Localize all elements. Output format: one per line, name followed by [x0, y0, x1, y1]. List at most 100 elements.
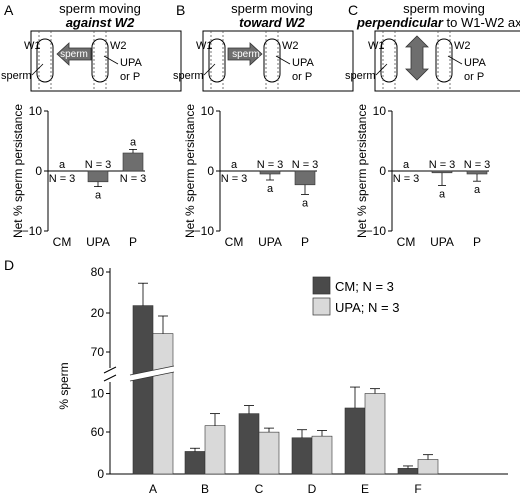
sperm-label: sperm — [345, 70, 376, 82]
significance-letter: a — [474, 184, 481, 196]
y-axis-label: Net % sperm persistance — [355, 104, 369, 238]
x-tick-label: C — [255, 482, 264, 496]
significance-letter: a — [403, 159, 410, 171]
bar-e-cm — [344, 407, 366, 475]
bar-c-upa — [258, 431, 280, 475]
panel-letter: B — [176, 2, 185, 18]
or-p-label: or P — [464, 71, 484, 83]
y-tick-label: 10 — [201, 104, 215, 118]
significance-letter: a — [302, 197, 309, 209]
y-tick-label: 10 — [29, 104, 43, 118]
x-tick-label: CM — [397, 235, 416, 249]
upa-label: UPA — [292, 57, 314, 69]
n-label: N = 3 — [292, 159, 319, 171]
panel-title-line1: sperm moving — [403, 1, 485, 16]
sperm-direction-arrow — [405, 35, 429, 81]
y-axis-label: Net % sperm persistance — [11, 104, 25, 238]
chamber-diagram: W1 W2 sperm UPA or P sperm — [173, 30, 354, 92]
panel-letter: A — [4, 2, 14, 18]
x-tick-label: D — [308, 482, 317, 496]
n-label: N = 3 — [120, 173, 147, 185]
bar-d-upa — [311, 435, 333, 475]
well-w2 — [263, 38, 281, 83]
bar-b-cm — [184, 451, 206, 475]
panel-d: D 0 10 20 60 70 80 % sperm A B C D E F CM; N = 3 UPA; N… — [4, 257, 508, 496]
panel-title-line1: sperm moving — [231, 1, 313, 16]
chamber-diagram: W1 W2 sperm UPA or P sperm — [1, 30, 182, 92]
y-tick-label: 80 — [91, 265, 105, 279]
x-tick-label: B — [201, 482, 209, 496]
bar-break-edge — [129, 371, 175, 382]
y-tick-label: 0 — [379, 164, 386, 178]
upa-pointer — [103, 55, 119, 65]
y-axis-label: Net % sperm persistance — [183, 104, 197, 238]
bar-a-upa — [152, 333, 174, 475]
n-label: N = 3 — [429, 159, 456, 171]
x-tick-label: CM — [53, 235, 72, 249]
y-axis-label: % sperm — [57, 362, 71, 409]
bar-p — [122, 152, 144, 172]
upa-pointer — [447, 55, 463, 65]
well-label-w1: W1 — [24, 40, 41, 52]
bar-f-cm — [397, 468, 419, 475]
bar-break-gap — [130, 366, 174, 381]
x-tick-label: E — [361, 482, 369, 496]
panel-letter: D — [4, 257, 14, 273]
y-tick-label: 10 — [373, 104, 387, 118]
y-tick-label: −10 — [366, 224, 387, 238]
axis-break-mark — [103, 366, 117, 374]
n-label: N = 3 — [464, 159, 491, 171]
n-label: N = 3 — [393, 173, 420, 185]
y-tick-label: 20 — [91, 306, 105, 320]
panel-letter: C — [348, 2, 358, 18]
x-tick-label: UPA — [430, 235, 454, 249]
x-tick-label: P — [301, 235, 309, 249]
sperm-pointer — [203, 63, 216, 76]
n-label: N = 3 — [49, 173, 76, 185]
chamber-diagram: W1 W2 sperm UPA or P — [345, 30, 520, 92]
well-label-w2: W2 — [110, 40, 127, 52]
bar-b-upa — [204, 425, 226, 475]
well-label-w2: W2 — [454, 40, 471, 52]
y-tick-label: −10 — [22, 224, 43, 238]
well-label-w1: W1 — [196, 40, 213, 52]
significance-letter: a — [59, 159, 66, 171]
bar-e-upa — [364, 393, 386, 475]
bar-p — [466, 170, 488, 175]
well-w1 — [208, 38, 226, 83]
or-p-label: or P — [292, 71, 312, 83]
axis-break-mark — [103, 374, 117, 382]
x-tick-label: UPA — [86, 235, 110, 249]
panel-title-line2: against W2 — [66, 15, 135, 30]
or-p-label: or P — [120, 71, 140, 83]
significance-letter: a — [95, 190, 102, 202]
panel-title-line2: perpendicular to W1-W2 axis — [356, 15, 520, 30]
n-label: N = 3 — [221, 173, 248, 185]
upa-label: UPA — [464, 57, 486, 69]
bar-d-cm — [291, 437, 313, 475]
x-tick-label: P — [473, 235, 481, 249]
sperm-pointer — [31, 63, 44, 76]
sperm-label: sperm — [1, 70, 32, 82]
y-tick-label: 0 — [35, 164, 42, 178]
bar-upa — [87, 170, 109, 183]
well-label-w2: W2 — [282, 40, 299, 52]
n-label: N = 3 — [85, 159, 112, 171]
bar-f-upa — [417, 459, 439, 475]
arrow-sperm-label: sperm — [232, 49, 260, 60]
bar-break-edge — [129, 365, 175, 376]
n-label: N = 3 — [257, 159, 284, 171]
well-w2 — [91, 38, 109, 83]
bar-upa — [431, 170, 453, 174]
sperm-direction-arrow — [56, 42, 92, 66]
x-tick-label: UPA — [258, 235, 282, 249]
legend-swatch — [312, 297, 331, 316]
well-w1 — [380, 38, 398, 83]
y-tick-label: 0 — [207, 164, 214, 178]
legend-label: UPA; N = 3 — [335, 300, 399, 315]
bar-upa — [259, 170, 281, 175]
legend-swatch — [312, 276, 331, 295]
